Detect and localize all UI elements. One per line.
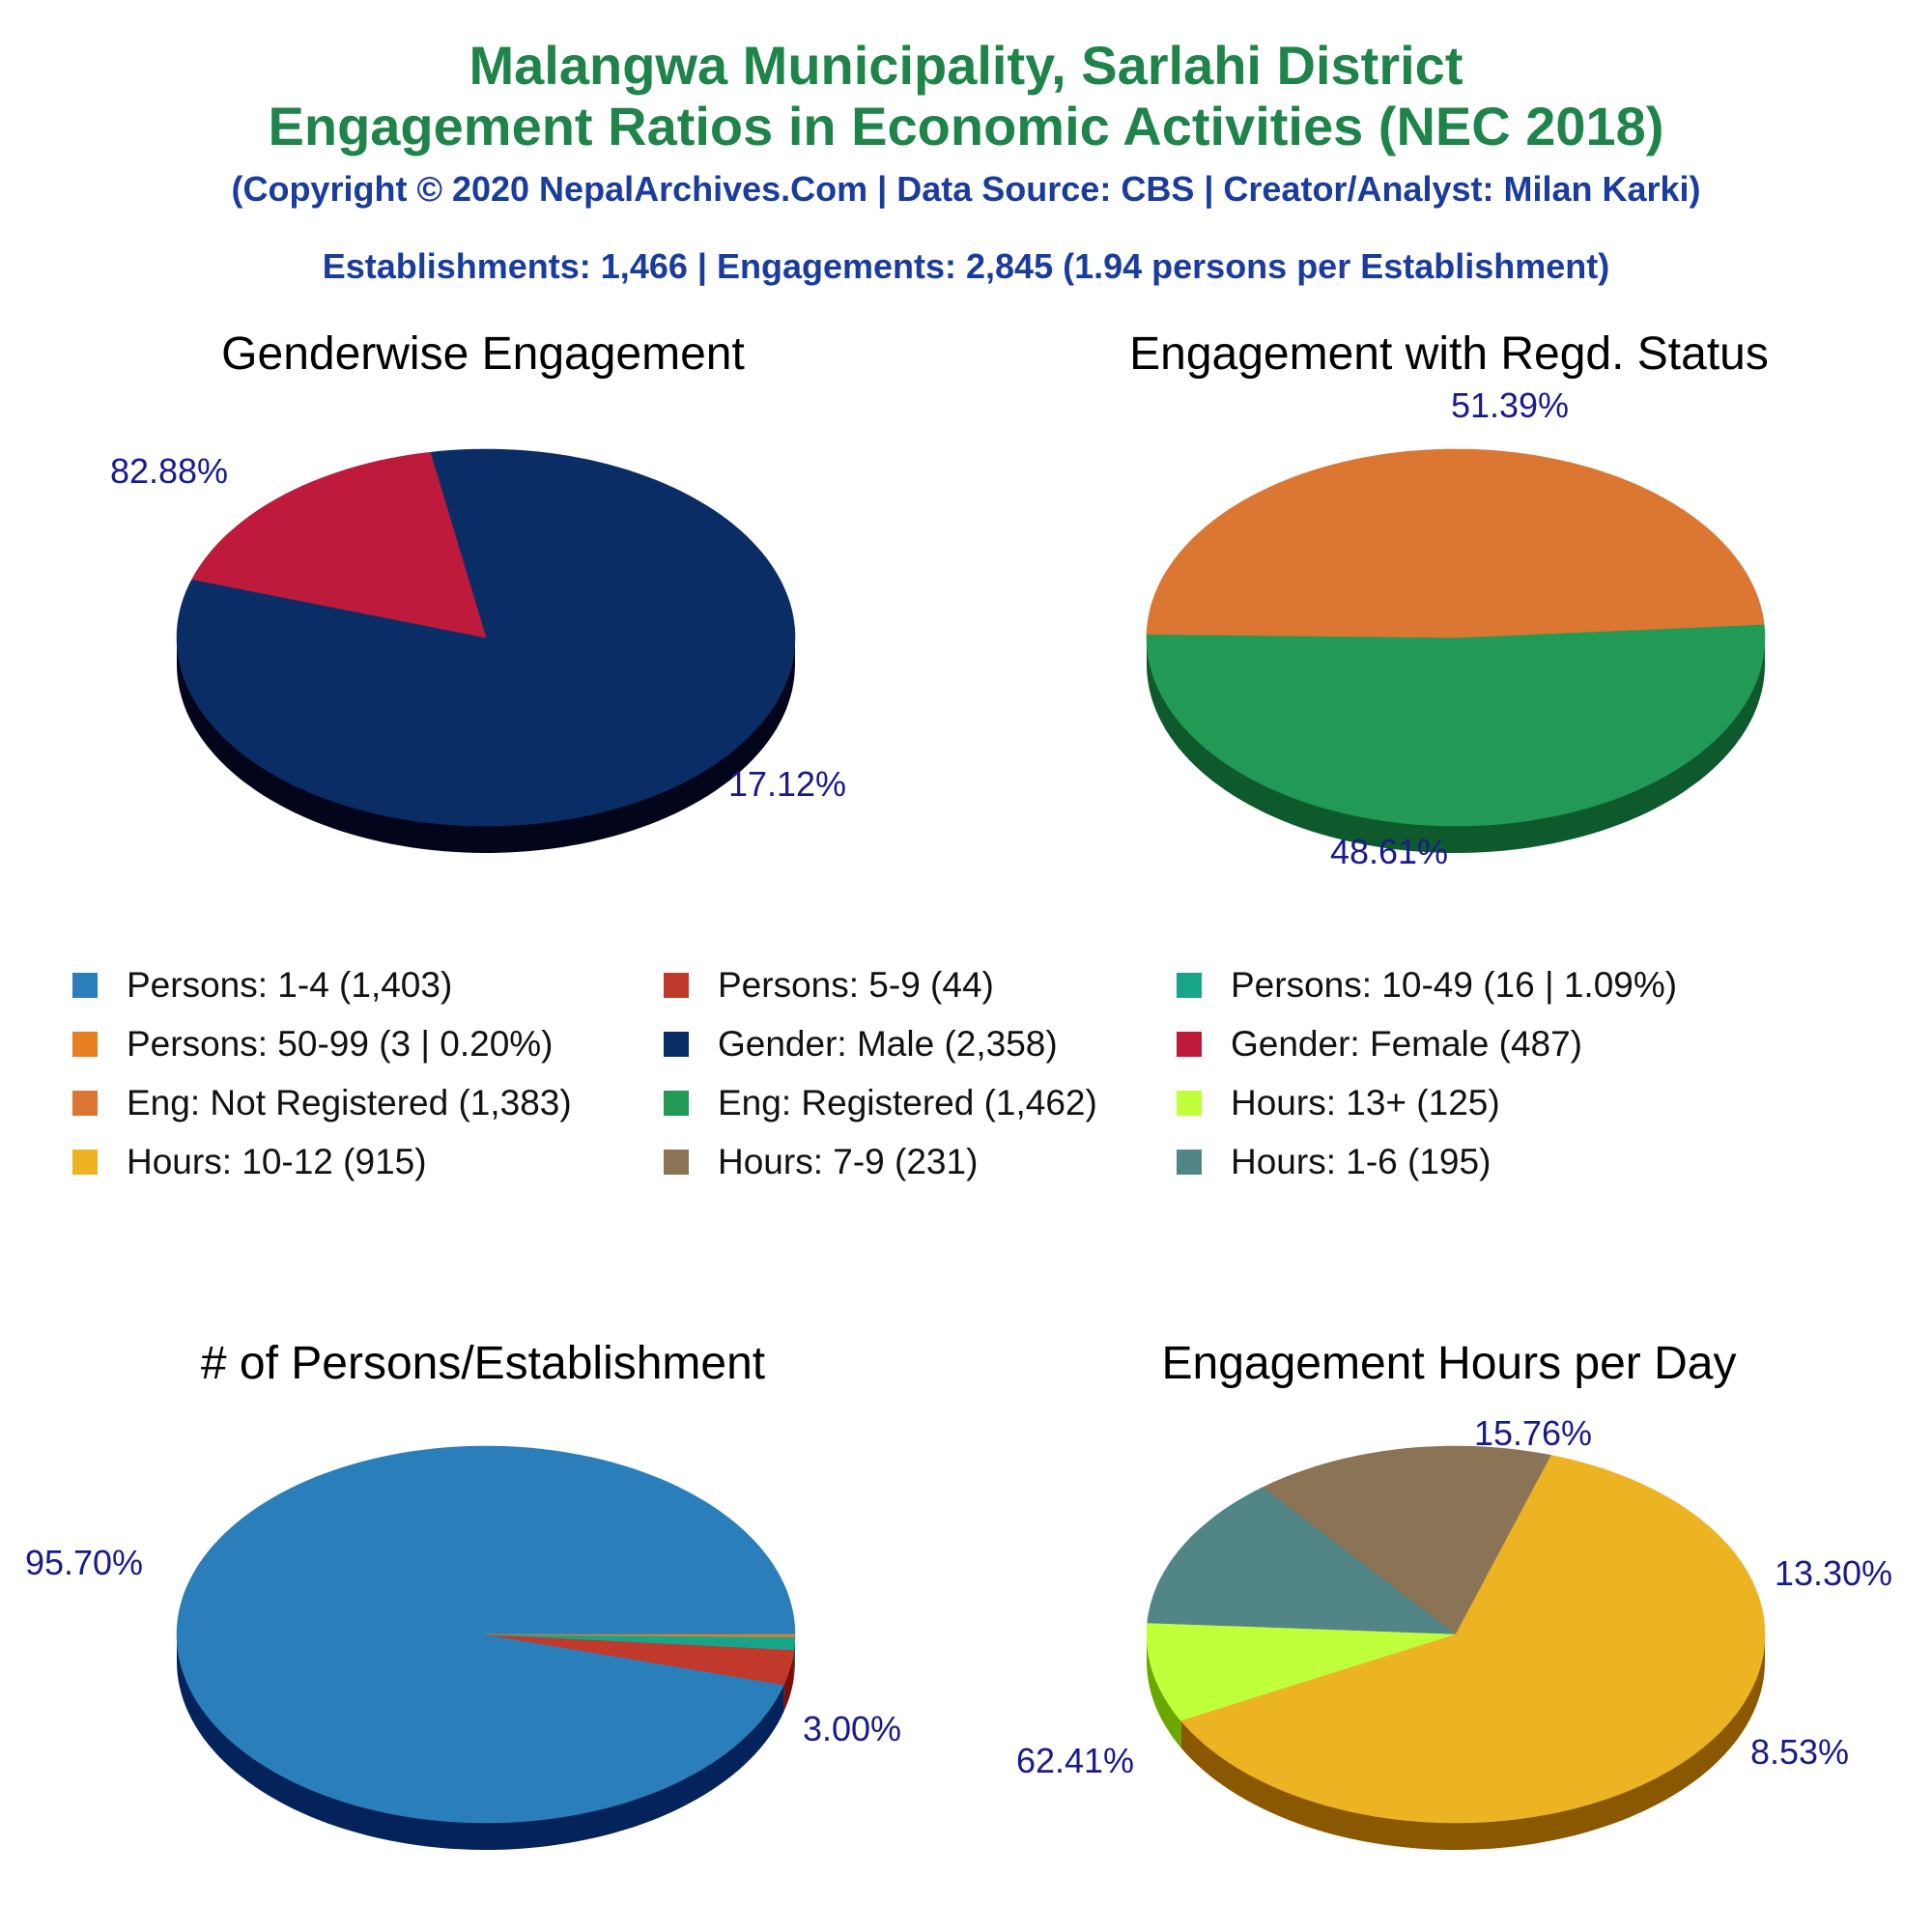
pie-label-eng-registered: 51.39% bbox=[1451, 385, 1569, 425]
pie-side-persons-10-49 bbox=[793, 1636, 795, 1677]
legend-label: Persons: 1-4 (1,403) bbox=[127, 965, 453, 1005]
legend-label: Hours: 7-9 (231) bbox=[718, 1142, 979, 1181]
legend-swatch bbox=[72, 973, 98, 998]
title-line-2: Engagement Ratios in Economic Activities… bbox=[268, 96, 1664, 156]
legend-swatch bbox=[664, 973, 689, 998]
legend-swatch bbox=[72, 1150, 98, 1175]
legend-item-persons-10-49: Persons: 10-49 (16 | 1.09%) bbox=[1177, 961, 1677, 1009]
legend-item-eng-not-registered: Eng: Not Registered (1,383) bbox=[72, 1079, 572, 1127]
legend-item-gender-female: Gender: Female (487) bbox=[1177, 1020, 1582, 1068]
legend-label: Hours: 13+ (125) bbox=[1231, 1083, 1500, 1122]
legend-item-persons-1-4: Persons: 1-4 (1,403) bbox=[72, 961, 452, 1009]
pie-label-persons-1-4: 95.70% bbox=[25, 1543, 143, 1582]
legend-label: Hours: 1-6 (195) bbox=[1231, 1142, 1492, 1181]
legend-swatch bbox=[664, 1150, 689, 1175]
pie-engagement-with-regd-status: 51.39% 48.61% bbox=[1146, 385, 1766, 871]
title-line-1: Malangwa Municipality, Sarlahi District bbox=[469, 35, 1463, 96]
legend-item-hours-1-6: Hours: 1-6 (195) bbox=[1177, 1138, 1491, 1186]
legend: Persons: 1-4 (1,403) Persons: 5-9 (44) P… bbox=[72, 961, 1889, 1212]
chart-title-hours: Engagement Hours per Day bbox=[1161, 1338, 1737, 1389]
pie-slice-persons-10-49 bbox=[485, 1634, 796, 1651]
copyright-line: (Copyright © 2020 NepalArchives.Com | Da… bbox=[231, 169, 1701, 209]
legend-label: Eng: Not Registered (1,383) bbox=[127, 1083, 572, 1122]
chart-title-regd: Engagement with Regd. Status bbox=[1129, 328, 1769, 380]
pie-slice-gender-female bbox=[191, 451, 487, 639]
legend-item-persons-5-9: Persons: 5-9 (44) bbox=[664, 961, 994, 1009]
chart-title-gender: Genderwise Engagement bbox=[221, 328, 745, 380]
pie-label-hours-1-6: 13.30% bbox=[1775, 1553, 1892, 1593]
pie-side-persons-5-9 bbox=[783, 1649, 794, 1712]
legend-label: Persons: 5-9 (44) bbox=[718, 965, 994, 1005]
pie-slice-eng-registered bbox=[1146, 624, 1766, 827]
legend-swatch bbox=[664, 1032, 689, 1057]
pie-label-hours-10-12: 62.41% bbox=[1016, 1741, 1134, 1780]
pie-slice-hours-13 bbox=[1146, 1623, 1457, 1721]
pie-label-eng-not-registered: 48.61% bbox=[1330, 832, 1448, 871]
legend-label: Gender: Female (487) bbox=[1231, 1024, 1583, 1064]
legend-swatch bbox=[72, 1032, 98, 1057]
chart-title-persons: # of Persons/Establishment bbox=[200, 1338, 766, 1389]
legend-item-gender-male: Gender: Male (2,358) bbox=[664, 1020, 1058, 1068]
legend-item-eng-registered: Eng: Registered (1,462) bbox=[664, 1079, 1097, 1127]
pie-engagement-hours-per-day: 15.76% 13.30% 8.53% 62.41% bbox=[1016, 1413, 1892, 1850]
pie-of-persons-establishment: 95.70% 3.00% bbox=[25, 1445, 901, 1850]
legend-label: Gender: Male (2,358) bbox=[718, 1024, 1058, 1064]
pie-slice-hours-10-12 bbox=[1180, 1455, 1766, 1824]
legend-swatch bbox=[72, 1091, 98, 1116]
pie-slice-eng-not-registered bbox=[1146, 448, 1765, 639]
pie-label-gender-female: 17.12% bbox=[728, 764, 846, 804]
pie-slice-persons-50-99 bbox=[485, 1634, 796, 1637]
legend-label: Persons: 10-49 (16 | 1.09%) bbox=[1231, 965, 1678, 1005]
pie-slice-hours-1-6 bbox=[1147, 1487, 1457, 1635]
pie-label-hours-7-9: 15.76% bbox=[1474, 1413, 1592, 1453]
pie-side-hours-10-12 bbox=[1180, 1634, 1765, 1850]
legend-item-hours-7-9: Hours: 7-9 (231) bbox=[664, 1138, 978, 1186]
legend-swatch bbox=[1177, 1150, 1202, 1175]
legend-swatch bbox=[1177, 973, 1202, 998]
legend-swatch bbox=[1177, 1091, 1202, 1116]
pie-label-hours-13: 8.53% bbox=[1750, 1732, 1849, 1772]
pie-slice-hours-7-9 bbox=[1262, 1445, 1552, 1635]
legend-item-hours-13-plus: Hours: 13+ (125) bbox=[1177, 1079, 1500, 1127]
pie-side-hours-13 bbox=[1147, 1634, 1181, 1748]
pie-label-gender-male: 82.88% bbox=[110, 451, 228, 491]
legend-label: Eng: Registered (1,462) bbox=[718, 1083, 1097, 1122]
legend-label: Persons: 50-99 (3 | 0.20%) bbox=[127, 1024, 554, 1064]
pie-genderwise-engagement: 82.88% 17.12% bbox=[110, 448, 846, 853]
legend-item-hours-10-12: Hours: 10-12 (915) bbox=[72, 1138, 427, 1186]
legend-swatch bbox=[1177, 1032, 1202, 1057]
pie-slice-persons-5-9 bbox=[485, 1634, 795, 1686]
pie-label-persons-5-9: 3.00% bbox=[803, 1709, 901, 1748]
summary-line: Establishments: 1,466 | Engagements: 2,8… bbox=[322, 246, 1610, 286]
legend-item-persons-50-99: Persons: 50-99 (3 | 0.20%) bbox=[72, 1020, 554, 1068]
legend-swatch bbox=[664, 1091, 689, 1116]
legend-label: Hours: 10-12 (915) bbox=[127, 1142, 427, 1181]
